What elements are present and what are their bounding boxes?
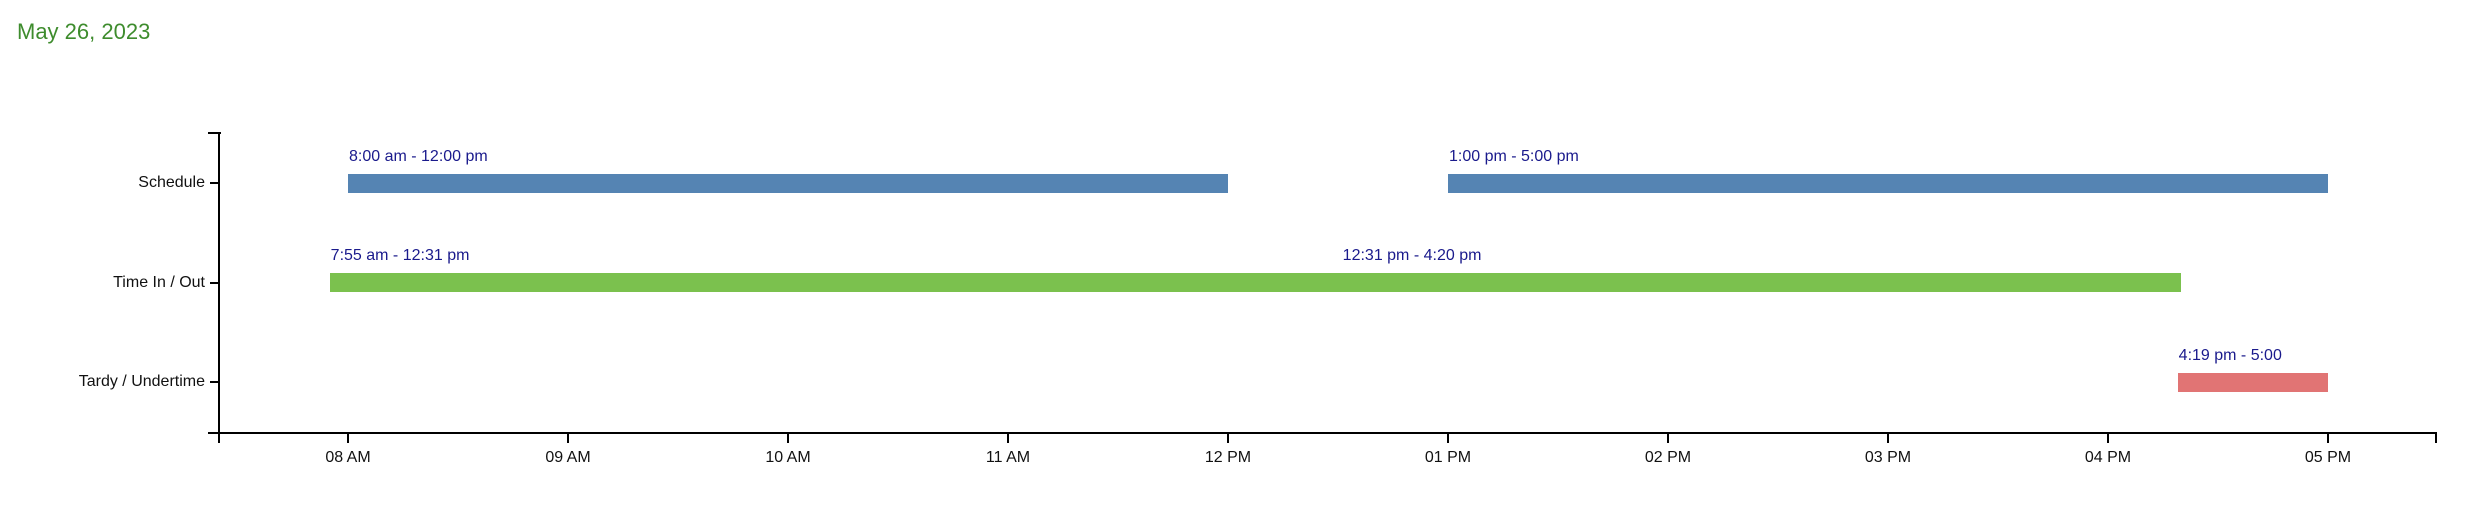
row-label-schedule: Schedule (138, 174, 205, 191)
x-axis-tick-label-03-pm: 03 PM (1864, 449, 1912, 466)
time-in-out-bar-label-2: 12:31 pm - 4:20 pm (1342, 247, 1482, 264)
time-in-out-bar-label-1: 7:55 am - 12:31 pm (330, 247, 470, 264)
x-axis-tick-label-08-am: 08 AM (325, 449, 371, 466)
y-axis-tick-schedule (210, 182, 218, 184)
x-axis-tick-09-am (567, 432, 569, 443)
x-axis-tick-03-pm (1887, 432, 1889, 443)
x-axis-tick-01-pm (1447, 432, 1449, 443)
x-axis-tick-05-pm (2327, 432, 2329, 443)
x-axis-tick-08-am (347, 432, 349, 443)
x-axis-tick-02-pm (1667, 432, 1669, 443)
time-in-out-bar-1[interactable] (329, 273, 1342, 292)
x-axis-tick-label-11-am: 11 AM (985, 449, 1031, 466)
x-axis-tick-label-01-pm: 01 PM (1424, 449, 1472, 466)
schedule-bar-2[interactable] (1448, 173, 2328, 193)
x-axis-tick-label-05-pm: 05 PM (2304, 449, 2352, 466)
tardy-undertime-bar-label-1: 4:19 pm - 5:00 (2178, 346, 2282, 364)
y-axis-tick-time-in-out (210, 281, 218, 284)
schedule-bar-label-2: 1:00 pm - 5:00 pm (1449, 147, 1579, 165)
x-axis-tick-04-pm (2107, 432, 2109, 443)
schedule-bar-label-1: 8:00 am - 12:00 pm (349, 147, 488, 165)
schedule-bar-1[interactable] (348, 173, 1228, 193)
x-axis-tick-label-12-pm: 12 PM (1204, 449, 1252, 466)
time-in-out-bar-2[interactable] (1341, 273, 2182, 292)
chart-title: May 26, 2023 (17, 19, 151, 44)
row-label-time-in-out: Time In / Out (113, 273, 205, 291)
x-axis-end-tick (2435, 432, 2437, 443)
x-axis-tick-11-am (1007, 432, 1009, 443)
x-axis-tick-label-09-am: 09 AM (545, 449, 591, 466)
x-axis-tick-label-04-pm: 04 PM (2084, 449, 2132, 466)
x-axis-tick-10-am (787, 432, 789, 443)
tardy-undertime-bar-1[interactable] (2177, 372, 2328, 392)
x-axis-tick-label-02-pm: 02 PM (1644, 449, 1692, 466)
x-axis-tick-label-10-am: 10 AM (765, 449, 811, 466)
row-label-tardy-undertime: Tardy / Undertime (78, 373, 205, 390)
x-axis-line (208, 432, 2437, 434)
y-axis-tick-tardy-undertime (210, 381, 218, 383)
x-axis-tick-12-pm (1227, 432, 1229, 443)
y-axis-line (218, 132, 220, 443)
y-axis-top-cap (208, 132, 221, 134)
